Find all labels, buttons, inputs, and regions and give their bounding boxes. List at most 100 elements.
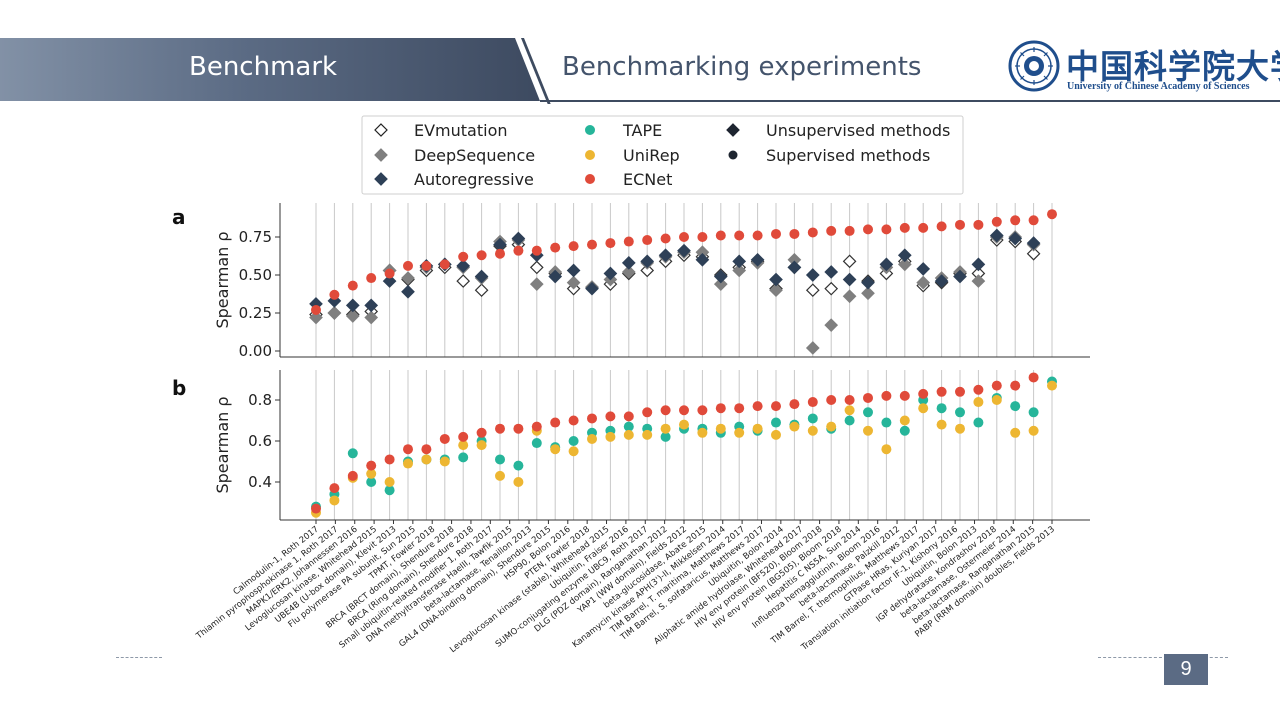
point-tape xyxy=(660,431,671,442)
point-unirep xyxy=(789,421,800,432)
point-ecnet xyxy=(347,280,358,291)
legend: EVmutation DeepSequence Autoregressive TAPE… xyxy=(374,121,950,189)
point-deepsequence xyxy=(327,306,342,320)
point-unirep xyxy=(1028,425,1039,436)
point-ecnet xyxy=(476,250,487,261)
y-tick-label: 0.00 xyxy=(239,342,272,360)
point-autoregressive xyxy=(695,252,710,267)
point-ecnet xyxy=(513,423,524,434)
point-ecnet xyxy=(734,230,745,241)
point-ecnet xyxy=(1010,380,1021,391)
point-ecnet xyxy=(936,386,947,397)
legend-marker-deepsequence xyxy=(374,148,388,162)
point-unirep xyxy=(476,440,487,451)
point-tape xyxy=(1028,407,1039,418)
point-tape xyxy=(568,436,579,446)
point-ecnet xyxy=(531,421,542,432)
point-autoregressive xyxy=(621,255,636,270)
legend-label-unirep: UniRep xyxy=(623,146,680,165)
point-unirep xyxy=(863,425,873,436)
point-unirep xyxy=(991,395,1002,405)
point-evmutation xyxy=(529,260,544,275)
point-deepsequence xyxy=(916,275,931,290)
y-axis-label: Spearman ρ xyxy=(213,231,232,328)
point-tape xyxy=(531,438,542,449)
legend-label-unsup: Unsupervised methods xyxy=(766,121,950,140)
point-unirep xyxy=(421,454,432,465)
page-number: 9 xyxy=(1164,654,1208,685)
point-autoregressive xyxy=(989,228,1004,243)
point-unirep xyxy=(623,429,634,440)
point-unirep xyxy=(495,470,505,481)
point-ecnet xyxy=(495,423,505,434)
footer-dash-right xyxy=(1098,657,1228,658)
legend-label-autoregressive: Autoregressive xyxy=(414,170,534,189)
point-autoregressive xyxy=(640,254,655,269)
point-ecnet xyxy=(366,460,377,471)
point-unirep xyxy=(458,440,469,451)
point-unirep xyxy=(899,415,910,426)
point-autoregressive xyxy=(787,260,802,275)
point-autoregressive xyxy=(1026,236,1041,250)
point-ecnet xyxy=(826,395,837,405)
point-ecnet xyxy=(715,230,726,241)
point-tape xyxy=(973,417,984,428)
point-tape xyxy=(495,454,505,465)
point-deepsequence xyxy=(529,277,544,291)
point-autoregressive xyxy=(1008,231,1023,246)
point-autoregressive xyxy=(474,269,489,284)
point-deepsequence xyxy=(897,257,912,272)
point-tape xyxy=(955,407,965,418)
point-deepsequence xyxy=(732,263,747,278)
point-unirep xyxy=(366,468,377,479)
point-ecnet xyxy=(973,219,984,230)
point-evmutation xyxy=(474,283,489,298)
point-unirep xyxy=(329,495,340,506)
point-ecnet xyxy=(384,268,395,279)
point-autoregressive xyxy=(769,272,783,287)
point-ecnet xyxy=(789,399,800,410)
point-ecnet xyxy=(752,401,763,412)
point-ecnet xyxy=(789,228,800,239)
point-autoregressive xyxy=(548,269,563,284)
point-ecnet xyxy=(623,411,634,422)
university-seal-icon xyxy=(1008,40,1060,92)
panel-label-b: b xyxy=(172,376,186,400)
point-ecnet xyxy=(366,273,377,284)
point-ecnet xyxy=(605,238,616,249)
legend-box xyxy=(361,115,964,195)
point-autoregressive xyxy=(345,298,360,313)
point-autoregressive xyxy=(364,298,379,313)
point-ecnet xyxy=(955,219,965,230)
point-tape xyxy=(458,452,469,463)
point-ecnet xyxy=(439,433,450,444)
point-tape xyxy=(899,425,910,436)
point-unirep xyxy=(918,403,929,414)
point-autoregressive xyxy=(713,269,728,284)
point-deepsequence xyxy=(364,310,379,325)
point-autoregressive xyxy=(382,274,397,288)
point-ecnet xyxy=(495,248,505,259)
point-tape xyxy=(366,477,377,487)
y-tick-label: 0.25 xyxy=(239,304,272,322)
point-ecnet xyxy=(899,222,910,233)
point-ecnet xyxy=(844,225,855,236)
point-autoregressive xyxy=(824,265,839,279)
point-ecnet xyxy=(642,235,653,246)
point-evmutation xyxy=(456,274,471,288)
point-autoregressive xyxy=(401,284,415,299)
legend-label-deepsequence: DeepSequence xyxy=(414,146,535,165)
legend-marker-sup xyxy=(728,150,738,160)
point-ecnet xyxy=(458,431,469,442)
point-ecnet xyxy=(918,222,929,233)
point-unirep xyxy=(955,423,965,434)
point-unirep xyxy=(568,446,579,457)
point-ecnet xyxy=(329,483,340,494)
legend-marker-autoregressive xyxy=(374,172,388,186)
point-unirep xyxy=(550,444,561,455)
point-autoregressive xyxy=(897,248,912,263)
point-evmutation xyxy=(805,283,820,298)
point-ecnet xyxy=(679,232,689,242)
point-ecnet xyxy=(936,221,947,232)
